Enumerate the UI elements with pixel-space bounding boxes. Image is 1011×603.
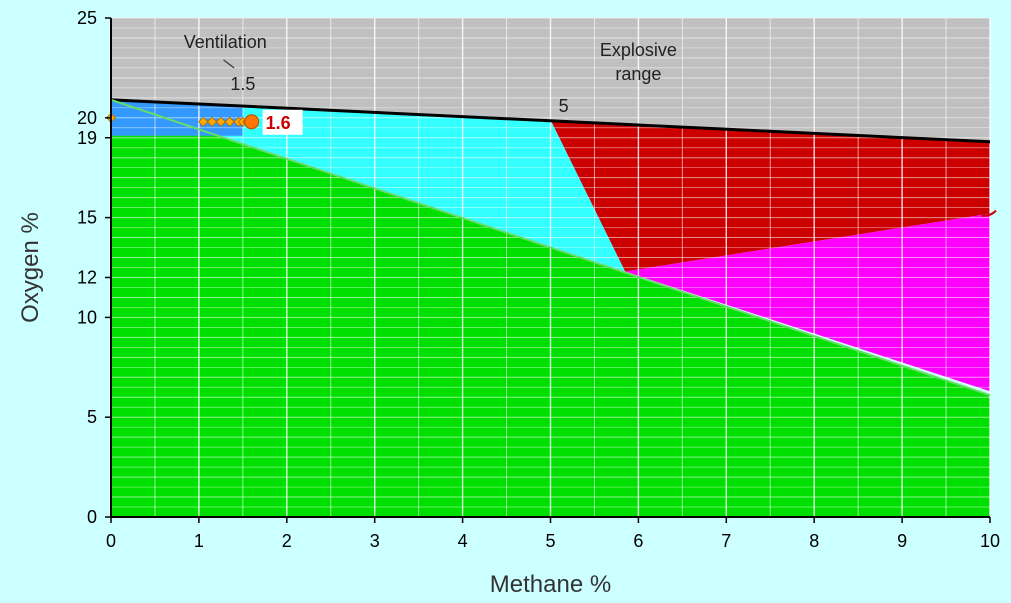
annotation-0: Ventilation	[184, 32, 267, 52]
x-tick-label: 3	[370, 531, 380, 551]
x-tick-label: 8	[809, 531, 819, 551]
x-tick-label: 5	[545, 531, 555, 551]
x-tick-label: 6	[633, 531, 643, 551]
x-tick-label: 10	[980, 531, 1000, 551]
x-tick-label: 4	[458, 531, 468, 551]
explosive-boundary-end	[981, 209, 997, 217]
data-point	[198, 116, 209, 127]
annotation-1: 1.5	[230, 74, 255, 94]
x-tick-label: 0	[106, 531, 116, 551]
y-tick-label: 0	[87, 507, 97, 527]
x-tick-label: 2	[282, 531, 292, 551]
y-tick-label: 15	[77, 208, 97, 228]
region-magenta	[625, 213, 990, 392]
annotation-4: 5	[559, 96, 569, 116]
annotation-3: range	[615, 64, 661, 84]
y-tick-label: 25	[77, 8, 97, 28]
line-lower-limit	[110, 98, 991, 397]
chart-axes	[105, 17, 991, 523]
y-tick-label: 5	[87, 407, 97, 427]
y-tick-label: 19	[77, 128, 97, 148]
y-tick-label: 12	[77, 267, 97, 287]
chart-markers: 1.6	[105, 109, 303, 135]
chart-annotations: Ventilation 1.5 Explosive range 5	[184, 32, 677, 116]
x-tick-label: 7	[721, 531, 731, 551]
chart-grid	[110, 17, 991, 518]
annotation-2: Explosive	[600, 40, 677, 60]
x-tick-label: 1	[194, 531, 204, 551]
data-point	[215, 116, 226, 127]
x-tick-label: 9	[897, 531, 907, 551]
data-point	[224, 116, 235, 127]
current-point-marker	[244, 114, 260, 130]
chart-lines	[110, 98, 997, 397]
y-tick-label: 10	[77, 307, 97, 327]
ventilation-leader	[223, 59, 235, 69]
y-axis-title: Oxygen %	[17, 212, 44, 323]
x-axis-title: Methane %	[490, 571, 611, 598]
current-point-label-bg	[262, 109, 303, 135]
current-point-label: 1.6	[266, 113, 291, 133]
data-point	[207, 116, 218, 127]
line-upper-limit	[110, 98, 991, 144]
y-tick-label: 20	[77, 108, 97, 128]
